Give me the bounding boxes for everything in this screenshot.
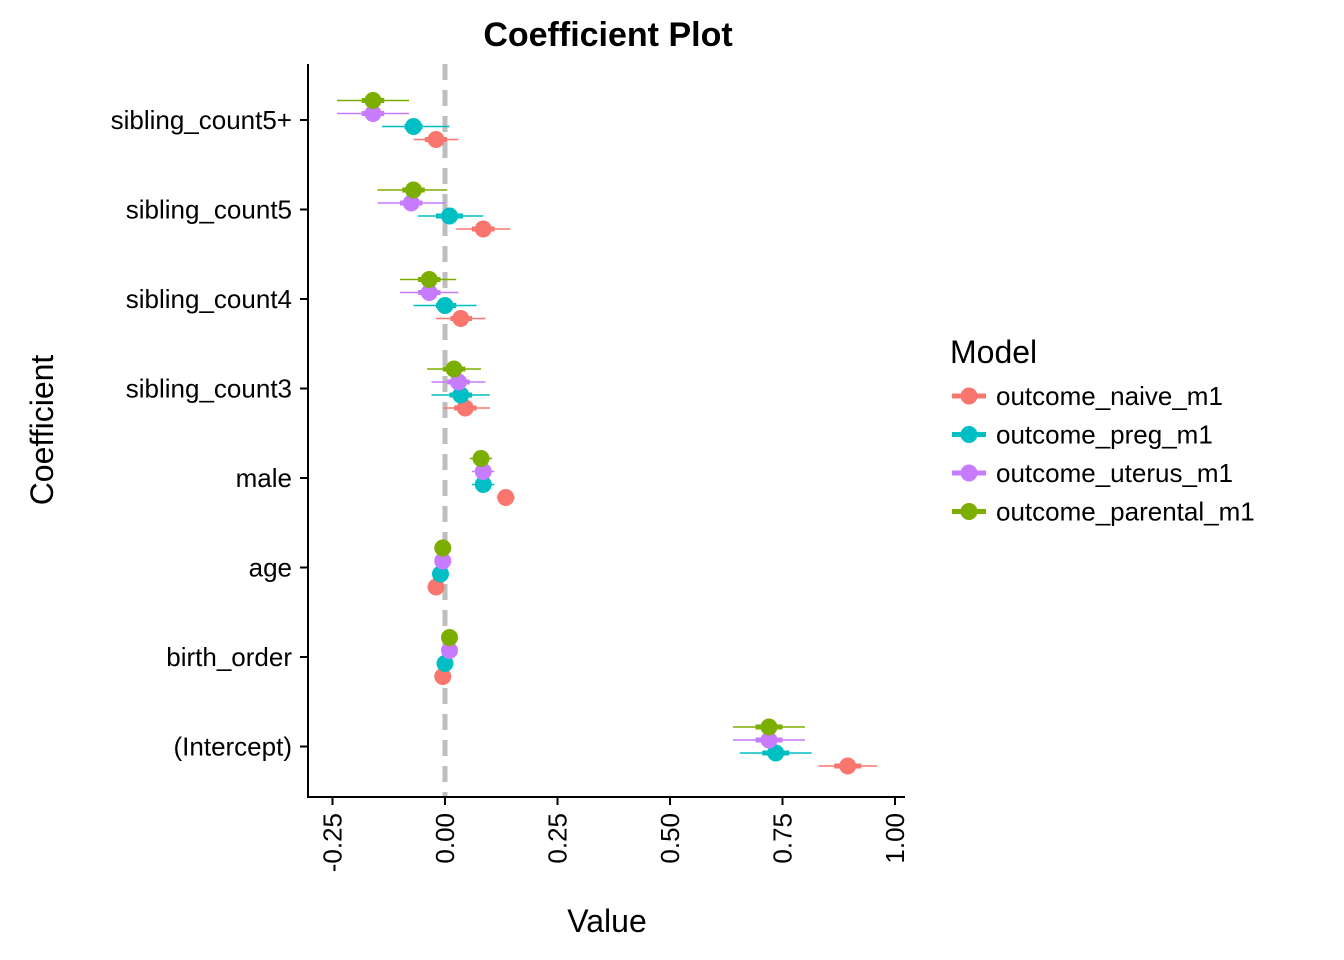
point-outcome_parental_m1 [364, 92, 382, 109]
point-outcome_naive_m1 [427, 578, 445, 596]
legend: Model outcome_naive_m1 outcome_preg_m1out… [950, 334, 1255, 527]
x-tick-label: 1.00 [880, 813, 910, 864]
y-tick-label: sibling_count5+ [111, 105, 292, 135]
legend-key-point [960, 503, 978, 520]
point-outcome_uterus_m1 [364, 105, 382, 122]
point-outcome_parental_m1 [405, 181, 422, 199]
axes: sibling_count5+ sibling_count5 sibling_cou… [111, 64, 910, 872]
point-outcome_uterus_m1 [420, 284, 438, 301]
y-tick-label: sibling_count4 [126, 284, 292, 314]
y-tick-label: sibling_count5 [126, 195, 292, 225]
legend-label: outcome_naive_m1 [996, 381, 1223, 411]
y-tick-label: age [249, 553, 292, 583]
x-tick-label: 0.75 [768, 813, 798, 864]
point-outcome_preg_m1 [436, 297, 454, 314]
point-outcome_uterus_m1 [441, 642, 458, 659]
legend-key-point [960, 426, 978, 443]
point-outcome_uterus_m1 [474, 463, 492, 480]
series-outcome_uterus_m1 [337, 105, 805, 749]
x-axis-title: Value [567, 903, 646, 939]
x-tick-label: -0.25 [318, 813, 348, 872]
point-outcome_parental_m1 [420, 271, 438, 288]
point-outcome_preg_m1 [767, 744, 785, 762]
series-outcome_parental_m1 [337, 92, 805, 736]
series-outcome_naive_m1 [413, 131, 877, 775]
y-tick-label: male [236, 463, 292, 493]
point-outcome_preg_m1 [441, 207, 458, 225]
legend-title: Model [950, 334, 1037, 370]
point-outcome_uterus_m1 [434, 552, 452, 570]
point-outcome_preg_m1 [436, 655, 454, 672]
plot-area [337, 64, 877, 797]
legend-key-point [960, 464, 978, 482]
y-tick-label: birth_order [166, 642, 292, 672]
point-outcome_naive_m1 [474, 220, 492, 238]
point-outcome_naive_m1 [839, 757, 857, 775]
point-outcome_naive_m1 [427, 131, 445, 148]
point-outcome_uterus_m1 [450, 373, 467, 391]
point-outcome_naive_m1 [456, 399, 474, 417]
legend-key-point [960, 387, 978, 405]
point-outcome_naive_m1 [434, 668, 452, 685]
point-outcome_parental_m1 [472, 450, 490, 467]
point-outcome_preg_m1 [432, 565, 449, 583]
point-outcome_parental_m1 [760, 718, 778, 736]
point-outcome_naive_m1 [452, 310, 470, 327]
point-outcome_preg_m1 [452, 386, 470, 404]
y-tick-label: (Intercept) [174, 732, 293, 762]
point-outcome_uterus_m1 [402, 194, 420, 212]
legend-label: outcome_uterus_m1 [996, 458, 1233, 488]
point-outcome_preg_m1 [405, 118, 422, 135]
point-outcome_naive_m1 [497, 489, 515, 506]
x-tick-label: 0.25 [543, 813, 573, 864]
y-tick-label: sibling_count3 [126, 374, 292, 404]
chart-title: Coefficient Plot [483, 16, 732, 54]
point-outcome_preg_m1 [474, 476, 492, 493]
x-tick-label: 0.00 [430, 813, 460, 864]
series-outcome_preg_m1 [382, 118, 812, 762]
point-outcome_parental_m1 [445, 360, 463, 378]
point-outcome_uterus_m1 [760, 731, 778, 749]
x-tick-label: 0.50 [655, 813, 685, 864]
legend-label: outcome_parental_m1 [996, 497, 1255, 527]
point-outcome_parental_m1 [441, 629, 458, 646]
legend-label: outcome_preg_m1 [996, 420, 1213, 450]
y-axis-title: Coefficient [24, 355, 60, 506]
point-outcome_parental_m1 [434, 539, 452, 557]
